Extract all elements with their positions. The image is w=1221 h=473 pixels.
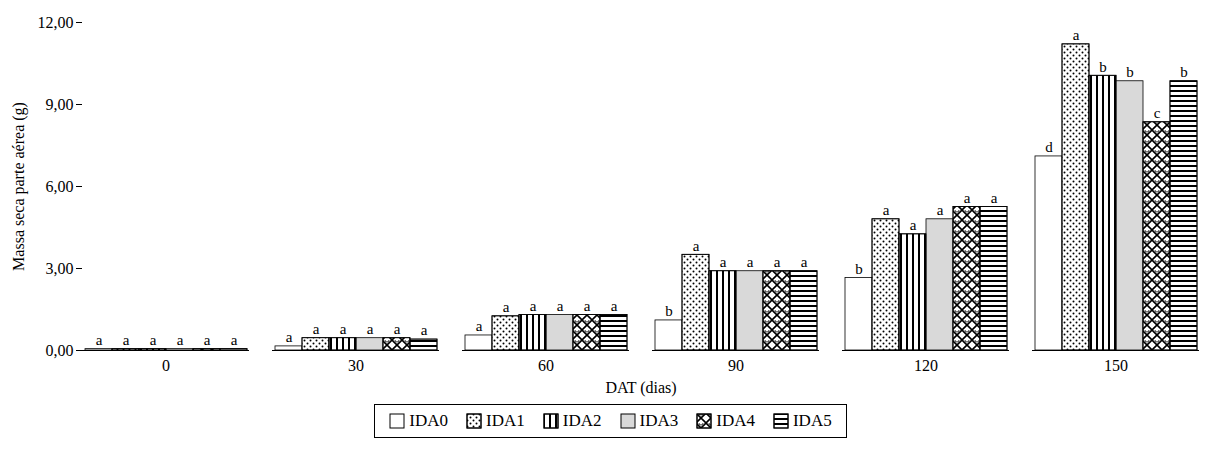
svg-text:a: a	[286, 329, 293, 345]
svg-text:a: a	[964, 190, 971, 206]
svg-text:a: a	[421, 322, 428, 338]
svg-text:c: c	[1154, 105, 1161, 121]
html-text:IDA0: IDA0	[409, 411, 449, 430]
svg-text:120: 120	[914, 357, 938, 374]
svg-text:a: a	[177, 332, 184, 348]
svg-text:a: a	[123, 332, 130, 348]
html-text:IDA3: IDA3	[639, 411, 679, 430]
svg-text:a: a	[340, 321, 347, 337]
svg-text:150: 150	[1104, 357, 1128, 374]
svg-text:a: a	[883, 202, 890, 218]
html-text:IDA1: IDA1	[486, 411, 525, 430]
html-text:IDA4: IDA4	[716, 411, 755, 430]
svg-text:b: b	[1126, 64, 1134, 80]
svg-text:0,00: 0,00	[46, 342, 74, 359]
svg-text:0: 0	[162, 357, 170, 374]
svg-text:a: a	[801, 254, 808, 270]
svg-text:a: a	[476, 318, 483, 334]
svg-text:Massa seca parte aérea (g): Massa seca parte aérea (g)	[10, 102, 28, 271]
svg-text:a: a	[394, 321, 401, 337]
svg-text:a: a	[584, 298, 591, 314]
svg-text:a: a	[1073, 27, 1080, 43]
svg-text:d: d	[1045, 139, 1053, 155]
svg-text:a: a	[150, 332, 157, 348]
svg-text:a: a	[313, 321, 320, 337]
svg-text:a: a	[774, 254, 781, 270]
svg-text:a: a	[693, 238, 700, 254]
svg-text:a: a	[231, 332, 238, 348]
svg-text:12,00: 12,00	[38, 14, 74, 31]
svg-text:DAT (dias): DAT (dias)	[605, 379, 676, 397]
svg-text:b: b	[855, 261, 863, 277]
svg-text:9,00: 9,00	[46, 96, 74, 113]
svg-text:b: b	[665, 303, 673, 319]
svg-text:a: a	[720, 254, 727, 270]
svg-text:a: a	[96, 332, 103, 348]
svg-text:3,00: 3,00	[46, 260, 74, 277]
svg-text:b: b	[1180, 64, 1188, 80]
svg-text:90: 90	[728, 357, 744, 374]
svg-text:a: a	[747, 254, 754, 270]
svg-text:a: a	[937, 202, 944, 218]
svg-text:a: a	[367, 321, 374, 337]
svg-text:30: 30	[348, 357, 364, 374]
svg-text:a: a	[611, 298, 618, 314]
svg-text:a: a	[557, 298, 564, 314]
svg-text:b: b	[1099, 59, 1107, 75]
svg-text:a: a	[991, 190, 998, 206]
html-text:IDA2: IDA2	[562, 411, 602, 430]
html-text:IDA5: IDA5	[792, 411, 832, 430]
svg-text:60: 60	[538, 357, 554, 374]
svg-text:6,00: 6,00	[46, 178, 74, 195]
svg-text:a: a	[910, 217, 917, 233]
svg-text:a: a	[530, 298, 537, 314]
svg-text:a: a	[503, 299, 510, 315]
svg-text:a: a	[204, 332, 211, 348]
